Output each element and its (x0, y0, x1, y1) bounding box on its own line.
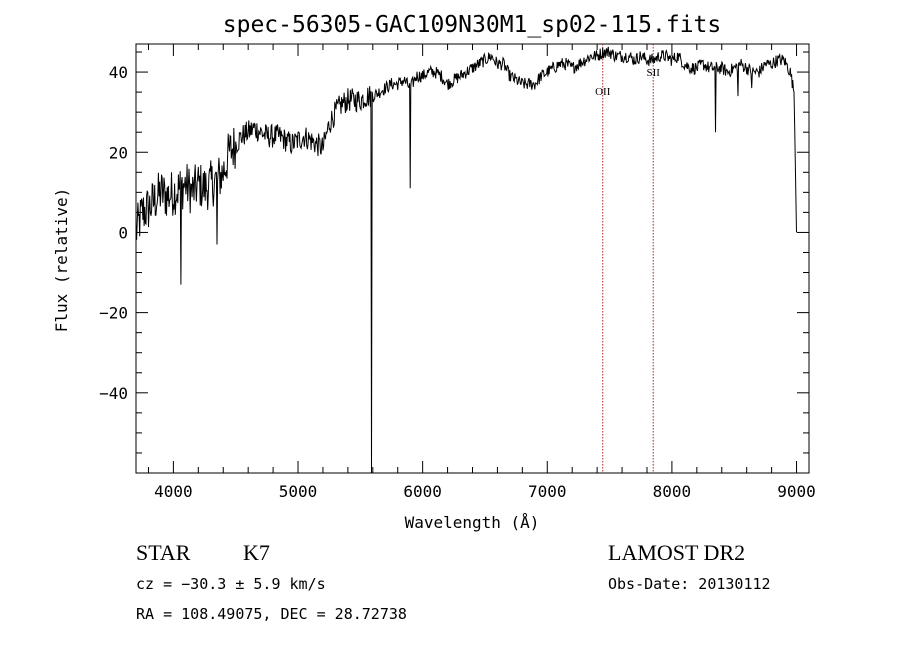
info-panel: STAR K7 cz = −30.3 ± 5.9 km/s RA = 108.4… (136, 540, 771, 623)
x-tick-label: 6000 (403, 482, 442, 501)
plot-frame (135, 43, 810, 474)
y-axis-label: Flux (relative) (52, 188, 71, 333)
spectrum-line (135, 46, 797, 474)
reference-line-label: SII (646, 67, 660, 79)
x-axis-label: Wavelength (Å) (405, 513, 540, 532)
plot-area: 4000 5000 6000 7000 8000 9000 −40 −20 0 20 40 OII… (99, 43, 816, 501)
subclass-label: K7 (243, 540, 270, 565)
y-tick-label: 40 (109, 63, 128, 82)
obs-date-text: Obs-Date: 20130112 (608, 575, 771, 593)
x-tick-label: 9000 (777, 482, 816, 501)
class-label: STAR (136, 540, 191, 565)
reference-lines: OII SII (595, 44, 660, 473)
y-tick-label: 0 (118, 223, 128, 242)
y-tick-label: −20 (99, 304, 128, 323)
velocity-text: cz = −30.3 ± 5.9 km/s (136, 575, 326, 593)
spectrum-series (135, 46, 797, 474)
y-tick-label: 20 (109, 143, 128, 162)
coords-text: RA = 108.49075, DEC = 28.72738 (136, 605, 407, 623)
x-tick-label: 5000 (279, 482, 318, 501)
y-axis: −40 −20 0 20 40 (99, 51, 809, 454)
reference-line-label: OII (595, 86, 611, 98)
y-tick-label: −40 (99, 384, 128, 403)
x-tick-label: 4000 (154, 482, 193, 501)
x-tick-label: 8000 (653, 482, 692, 501)
chart-title: spec-56305-GAC109N30M1_sp02-115.fits (223, 12, 722, 38)
x-tick-label: 7000 (528, 482, 567, 501)
x-axis: 4000 5000 6000 7000 8000 9000 (147, 44, 816, 501)
survey-label: LAMOST DR2 (608, 540, 745, 565)
